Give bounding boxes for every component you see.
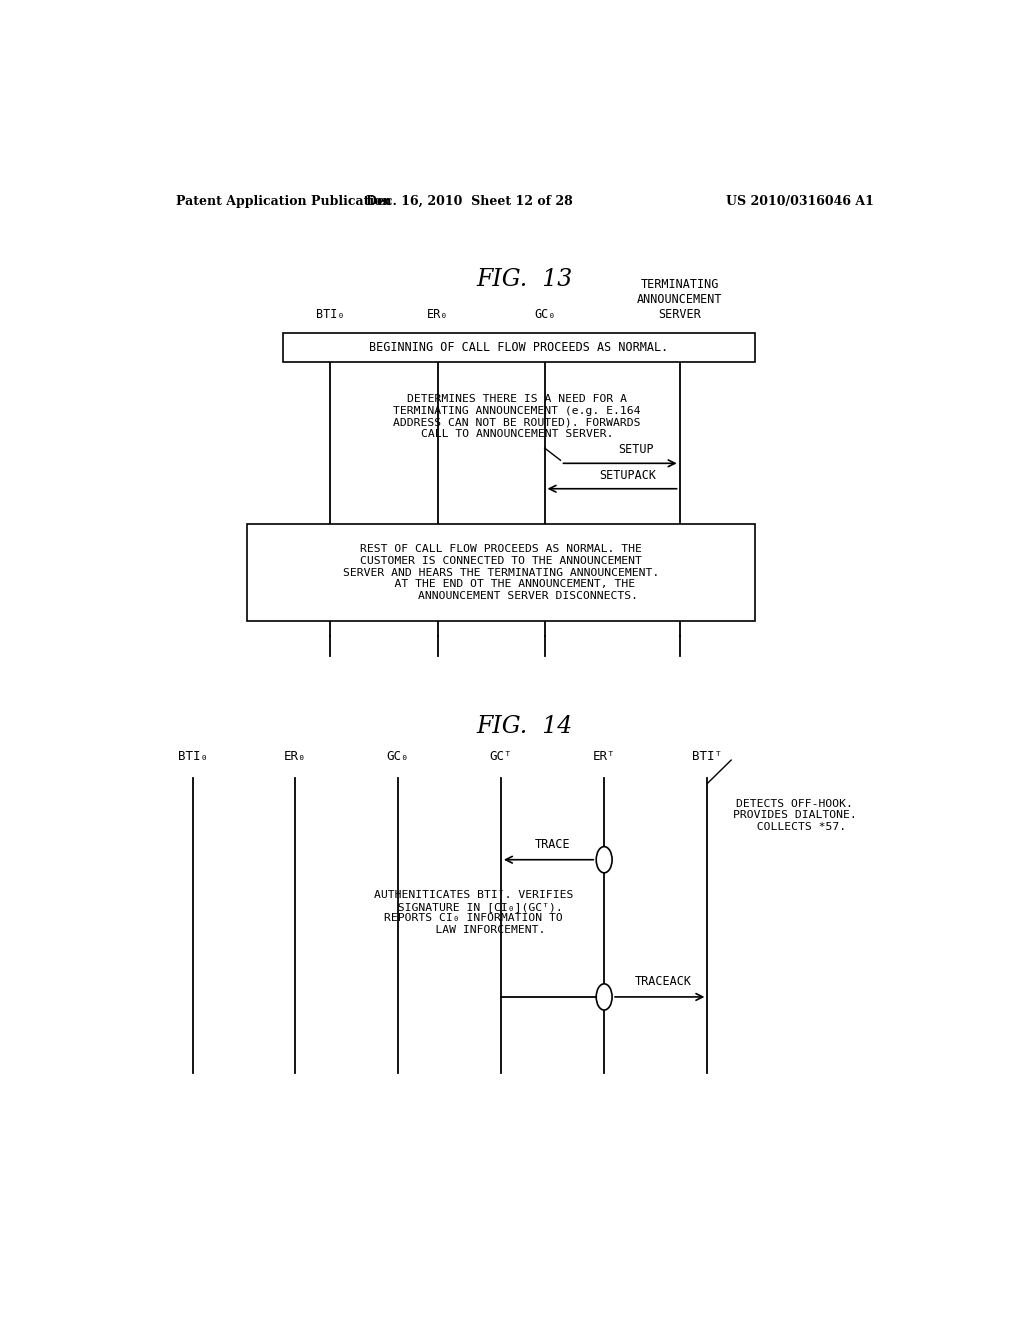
Bar [283,333,755,362]
Text: BTIᵀ: BTIᵀ [692,750,722,763]
Text: SETUPACK: SETUPACK [599,469,656,482]
Text: DETECTS OFF-HOOK.
PROVIDES DIALTONE.
  COLLECTS *57.: DETECTS OFF-HOOK. PROVIDES DIALTONE. COL… [733,799,856,832]
Text: GC₀: GC₀ [534,308,555,321]
Text: TRACEACK: TRACEACK [635,974,692,987]
Ellipse shape [596,983,612,1010]
Ellipse shape [596,846,612,873]
Text: GC₀: GC₀ [387,750,409,763]
Text: ERᵀ: ERᵀ [593,750,615,763]
Text: BTI₀: BTI₀ [316,308,345,321]
Text: AUTHENITICATES BTIᵀ. VERIFIES
  SIGNATURE IN [CI₀](GCᵀ).
REPORTS CI₀ INFORMATION: AUTHENITICATES BTIᵀ. VERIFIES SIGNATURE … [374,890,572,935]
Text: BTI₀: BTI₀ [178,750,208,763]
Text: US 2010/0316046 A1: US 2010/0316046 A1 [726,195,873,209]
Text: TERMINATING
ANNOUNCEMENT
SERVER: TERMINATING ANNOUNCEMENT SERVER [637,279,722,321]
Bar [247,524,755,620]
Text: SETUP: SETUP [618,444,653,457]
Text: BEGINNING OF CALL FLOW PROCEEDS AS NORMAL.: BEGINNING OF CALL FLOW PROCEEDS AS NORMA… [370,341,669,354]
Text: GCᵀ: GCᵀ [489,750,512,763]
Text: ER₀: ER₀ [427,308,449,321]
Text: Patent Application Publication: Patent Application Publication [176,195,391,209]
Text: DETERMINES THERE IS A NEED FOR A
TERMINATING ANNOUNCEMENT (e.g. E.164
ADDRESS CA: DETERMINES THERE IS A NEED FOR A TERMINA… [393,395,641,440]
Text: FIG.  13: FIG. 13 [477,268,572,290]
Text: FIG.  14: FIG. 14 [477,714,572,738]
Text: ER₀: ER₀ [284,750,306,763]
Text: Dec. 16, 2010  Sheet 12 of 28: Dec. 16, 2010 Sheet 12 of 28 [366,195,572,209]
Text: REST OF CALL FLOW PROCEEDS AS NORMAL. THE
CUSTOMER IS CONNECTED TO THE ANNOUNCEM: REST OF CALL FLOW PROCEEDS AS NORMAL. TH… [343,544,659,601]
Text: TRACE: TRACE [535,838,570,850]
